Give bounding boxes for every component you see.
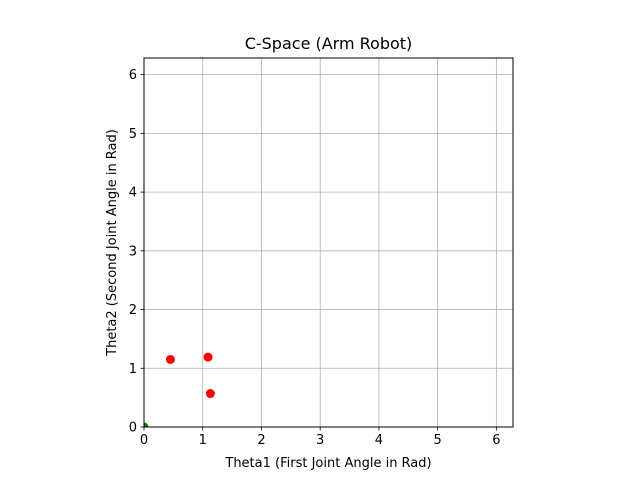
data-points	[144, 352, 215, 427]
x-tick-label: 2	[257, 433, 265, 448]
y-tick-label: 6	[129, 68, 137, 83]
y-tick-label: 5	[129, 127, 137, 142]
x-axis-label: Theta1 (First Joint Angle in Rad)	[224, 456, 431, 471]
data-point	[203, 352, 213, 362]
x-tick-label: 3	[316, 433, 324, 448]
y-tick-label: 2	[129, 303, 137, 318]
y-tick-label: 3	[129, 244, 137, 259]
x-tick-label: 4	[375, 433, 383, 448]
y-tick-label: 0	[129, 421, 137, 436]
x-tick-label: 1	[199, 433, 207, 448]
data-point	[144, 422, 149, 427]
plot-area	[144, 58, 513, 427]
y-tick-label: 4	[129, 186, 137, 201]
axis-ticks: 0 1 2 3 4 5 6 0 1 2 3 4 5 6	[129, 68, 501, 448]
x-tick-label: 0	[140, 433, 148, 448]
data-point	[205, 389, 215, 399]
chart-title: C-Space (Arm Robot)	[245, 34, 413, 53]
plot-frame	[143, 57, 514, 428]
y-axis-label: Theta2 (Second Joint Angle in Rad)	[105, 129, 120, 357]
x-tick-label: 6	[492, 433, 500, 448]
x-tick-label: 5	[433, 433, 441, 448]
y-tick-label: 1	[129, 362, 137, 377]
data-point	[165, 354, 175, 364]
